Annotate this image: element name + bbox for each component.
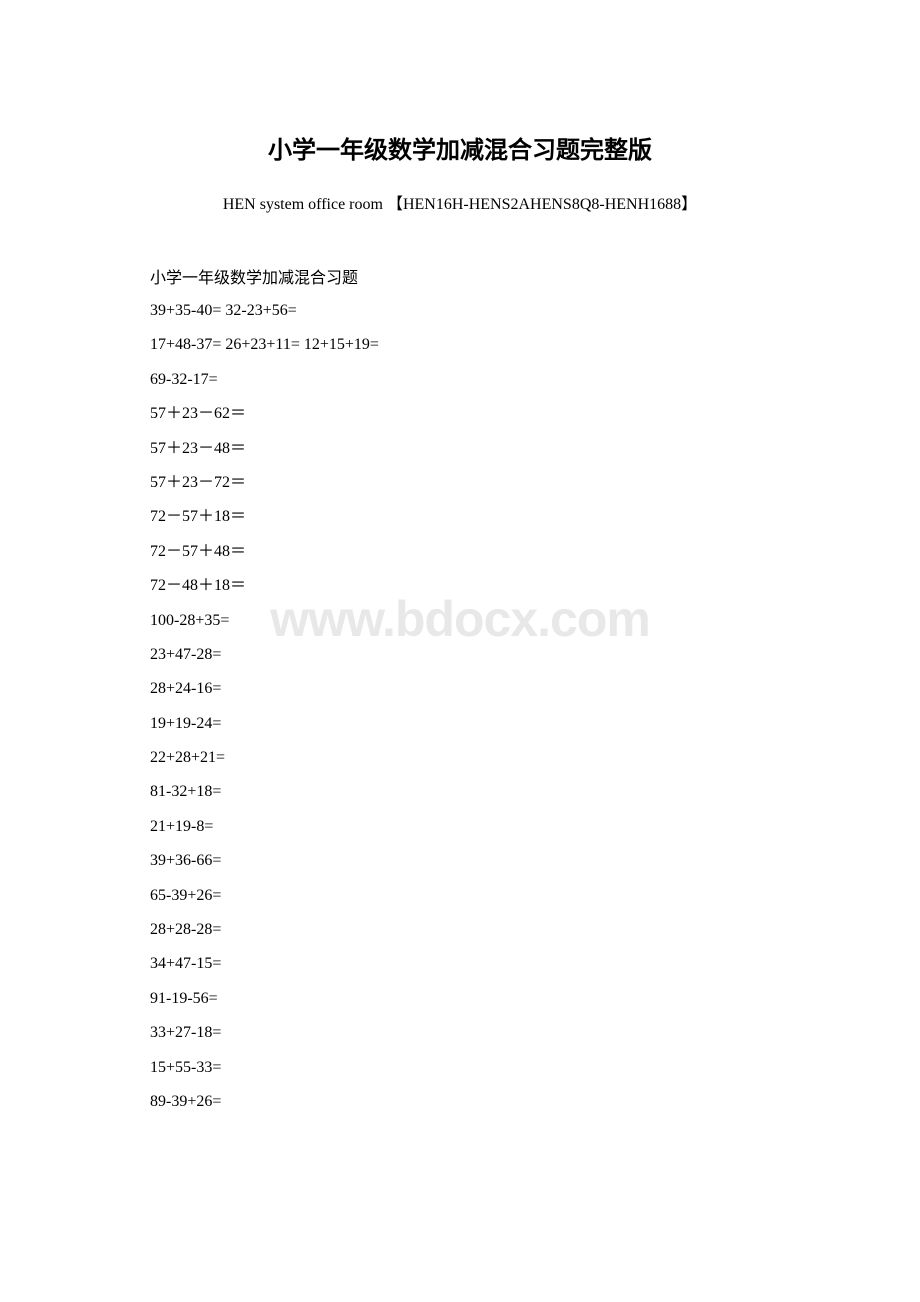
equation-line: 65-39+26= (150, 885, 770, 907)
equation-line: 91-19-56= (150, 988, 770, 1010)
equation-line: 57＋23－62＝ (150, 403, 770, 425)
equation-line: 22+28+21= (150, 747, 770, 769)
equation-line: 15+55-33= (150, 1057, 770, 1079)
document-subtitle: HEN system office room 【HEN16H-HENS2AHEN… (150, 190, 770, 214)
equation-line: 28+24-16= (150, 678, 770, 700)
content-wrapper: 小学一年级数学加减混合习题完整版 HEN system office room … (150, 130, 770, 1113)
equation-line: 19+19-24= (150, 713, 770, 735)
equation-line: 39+35-40= 32-23+56= (150, 300, 770, 322)
equation-line: 28+28-28= (150, 919, 770, 941)
document-content: 小学一年级数学加减混合习题 39+35-40= 32-23+56= 17+48-… (150, 264, 770, 1113)
document-title: 小学一年级数学加减混合习题完整版 (150, 130, 770, 165)
equation-line: 34+47-15= (150, 953, 770, 975)
equation-line: 89-39+26= (150, 1091, 770, 1113)
equation-line: 39+36-66= (150, 850, 770, 872)
equation-line: 72－57＋18＝ (150, 506, 770, 528)
equation-line: 100-28+35= (150, 610, 770, 632)
equation-line: 57＋23－72＝ (150, 472, 770, 494)
equation-line: 33+27-18= (150, 1022, 770, 1044)
equation-line: 81-32+18= (150, 781, 770, 803)
equation-line: 72－48＋18＝ (150, 575, 770, 597)
equation-line: 17+48-37= 26+23+11= 12+15+19= (150, 334, 770, 356)
section-heading: 小学一年级数学加减混合习题 (150, 264, 770, 288)
equation-line: 21+19-8= (150, 816, 770, 838)
equation-line: 57＋23－48＝ (150, 438, 770, 460)
equation-line: 69-32-17= (150, 369, 770, 391)
equation-line: 72－57＋48＝ (150, 541, 770, 563)
page-container: 小学一年级数学加减混合习题完整版 HEN system office room … (0, 0, 920, 1185)
equation-line: 23+47-28= (150, 644, 770, 666)
